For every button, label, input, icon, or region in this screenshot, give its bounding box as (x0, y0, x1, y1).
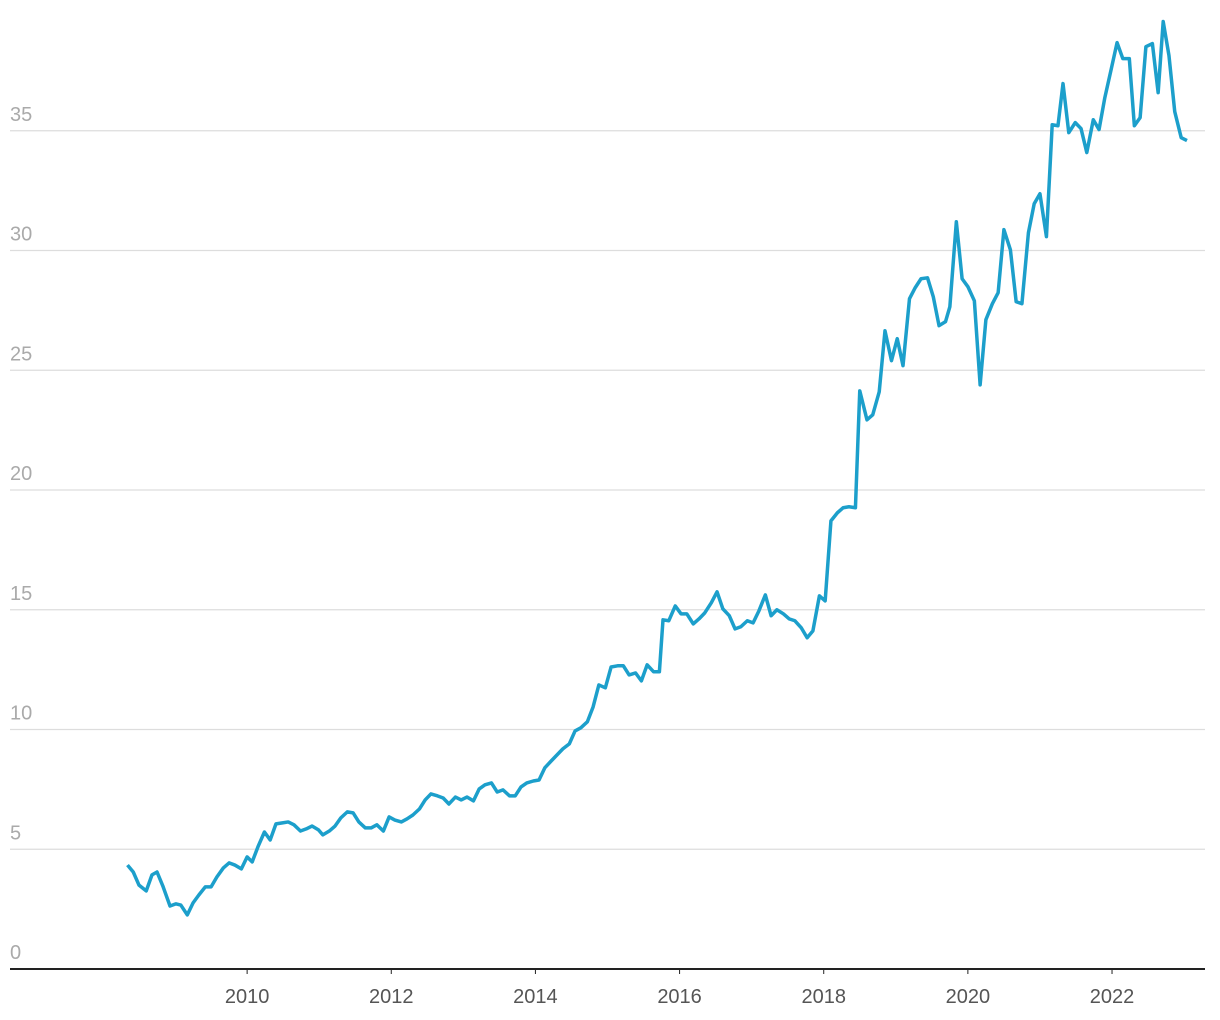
y-tick-label: 10 (10, 703, 32, 725)
y-tick-label: 35 (10, 104, 32, 126)
data-line (126, 19, 1188, 917)
y-tick-label: 25 (10, 343, 32, 365)
x-tick-label: 2018 (801, 986, 846, 1008)
x-tick-label: 2012 (369, 986, 414, 1008)
y-tick-label: 0 (10, 942, 21, 964)
x-tick-label: 2014 (513, 986, 558, 1008)
y-tick-label: 20 (10, 463, 32, 485)
x-tick-label: 2016 (657, 986, 702, 1008)
y-tick-label: 30 (10, 224, 32, 246)
x-tick-label: 2010 (225, 986, 270, 1008)
y-tick-label: 5 (10, 822, 21, 844)
x-tick-label: 2022 (1090, 986, 1135, 1008)
y-tick-label: 15 (10, 583, 32, 605)
x-tick-label: 2020 (946, 986, 991, 1008)
